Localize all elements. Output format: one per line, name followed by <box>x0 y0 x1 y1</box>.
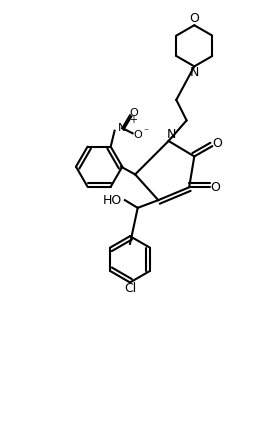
Text: O: O <box>129 108 138 118</box>
Text: O: O <box>189 12 199 25</box>
Text: O: O <box>212 137 222 150</box>
Text: +: + <box>129 115 136 125</box>
Text: Cl: Cl <box>124 282 136 295</box>
Text: N: N <box>166 128 176 141</box>
Text: N: N <box>190 66 199 79</box>
Text: ⁻: ⁻ <box>143 127 148 137</box>
Text: N: N <box>118 123 126 133</box>
Text: HO: HO <box>103 194 122 207</box>
Text: O: O <box>133 130 142 140</box>
Text: O: O <box>210 181 220 194</box>
